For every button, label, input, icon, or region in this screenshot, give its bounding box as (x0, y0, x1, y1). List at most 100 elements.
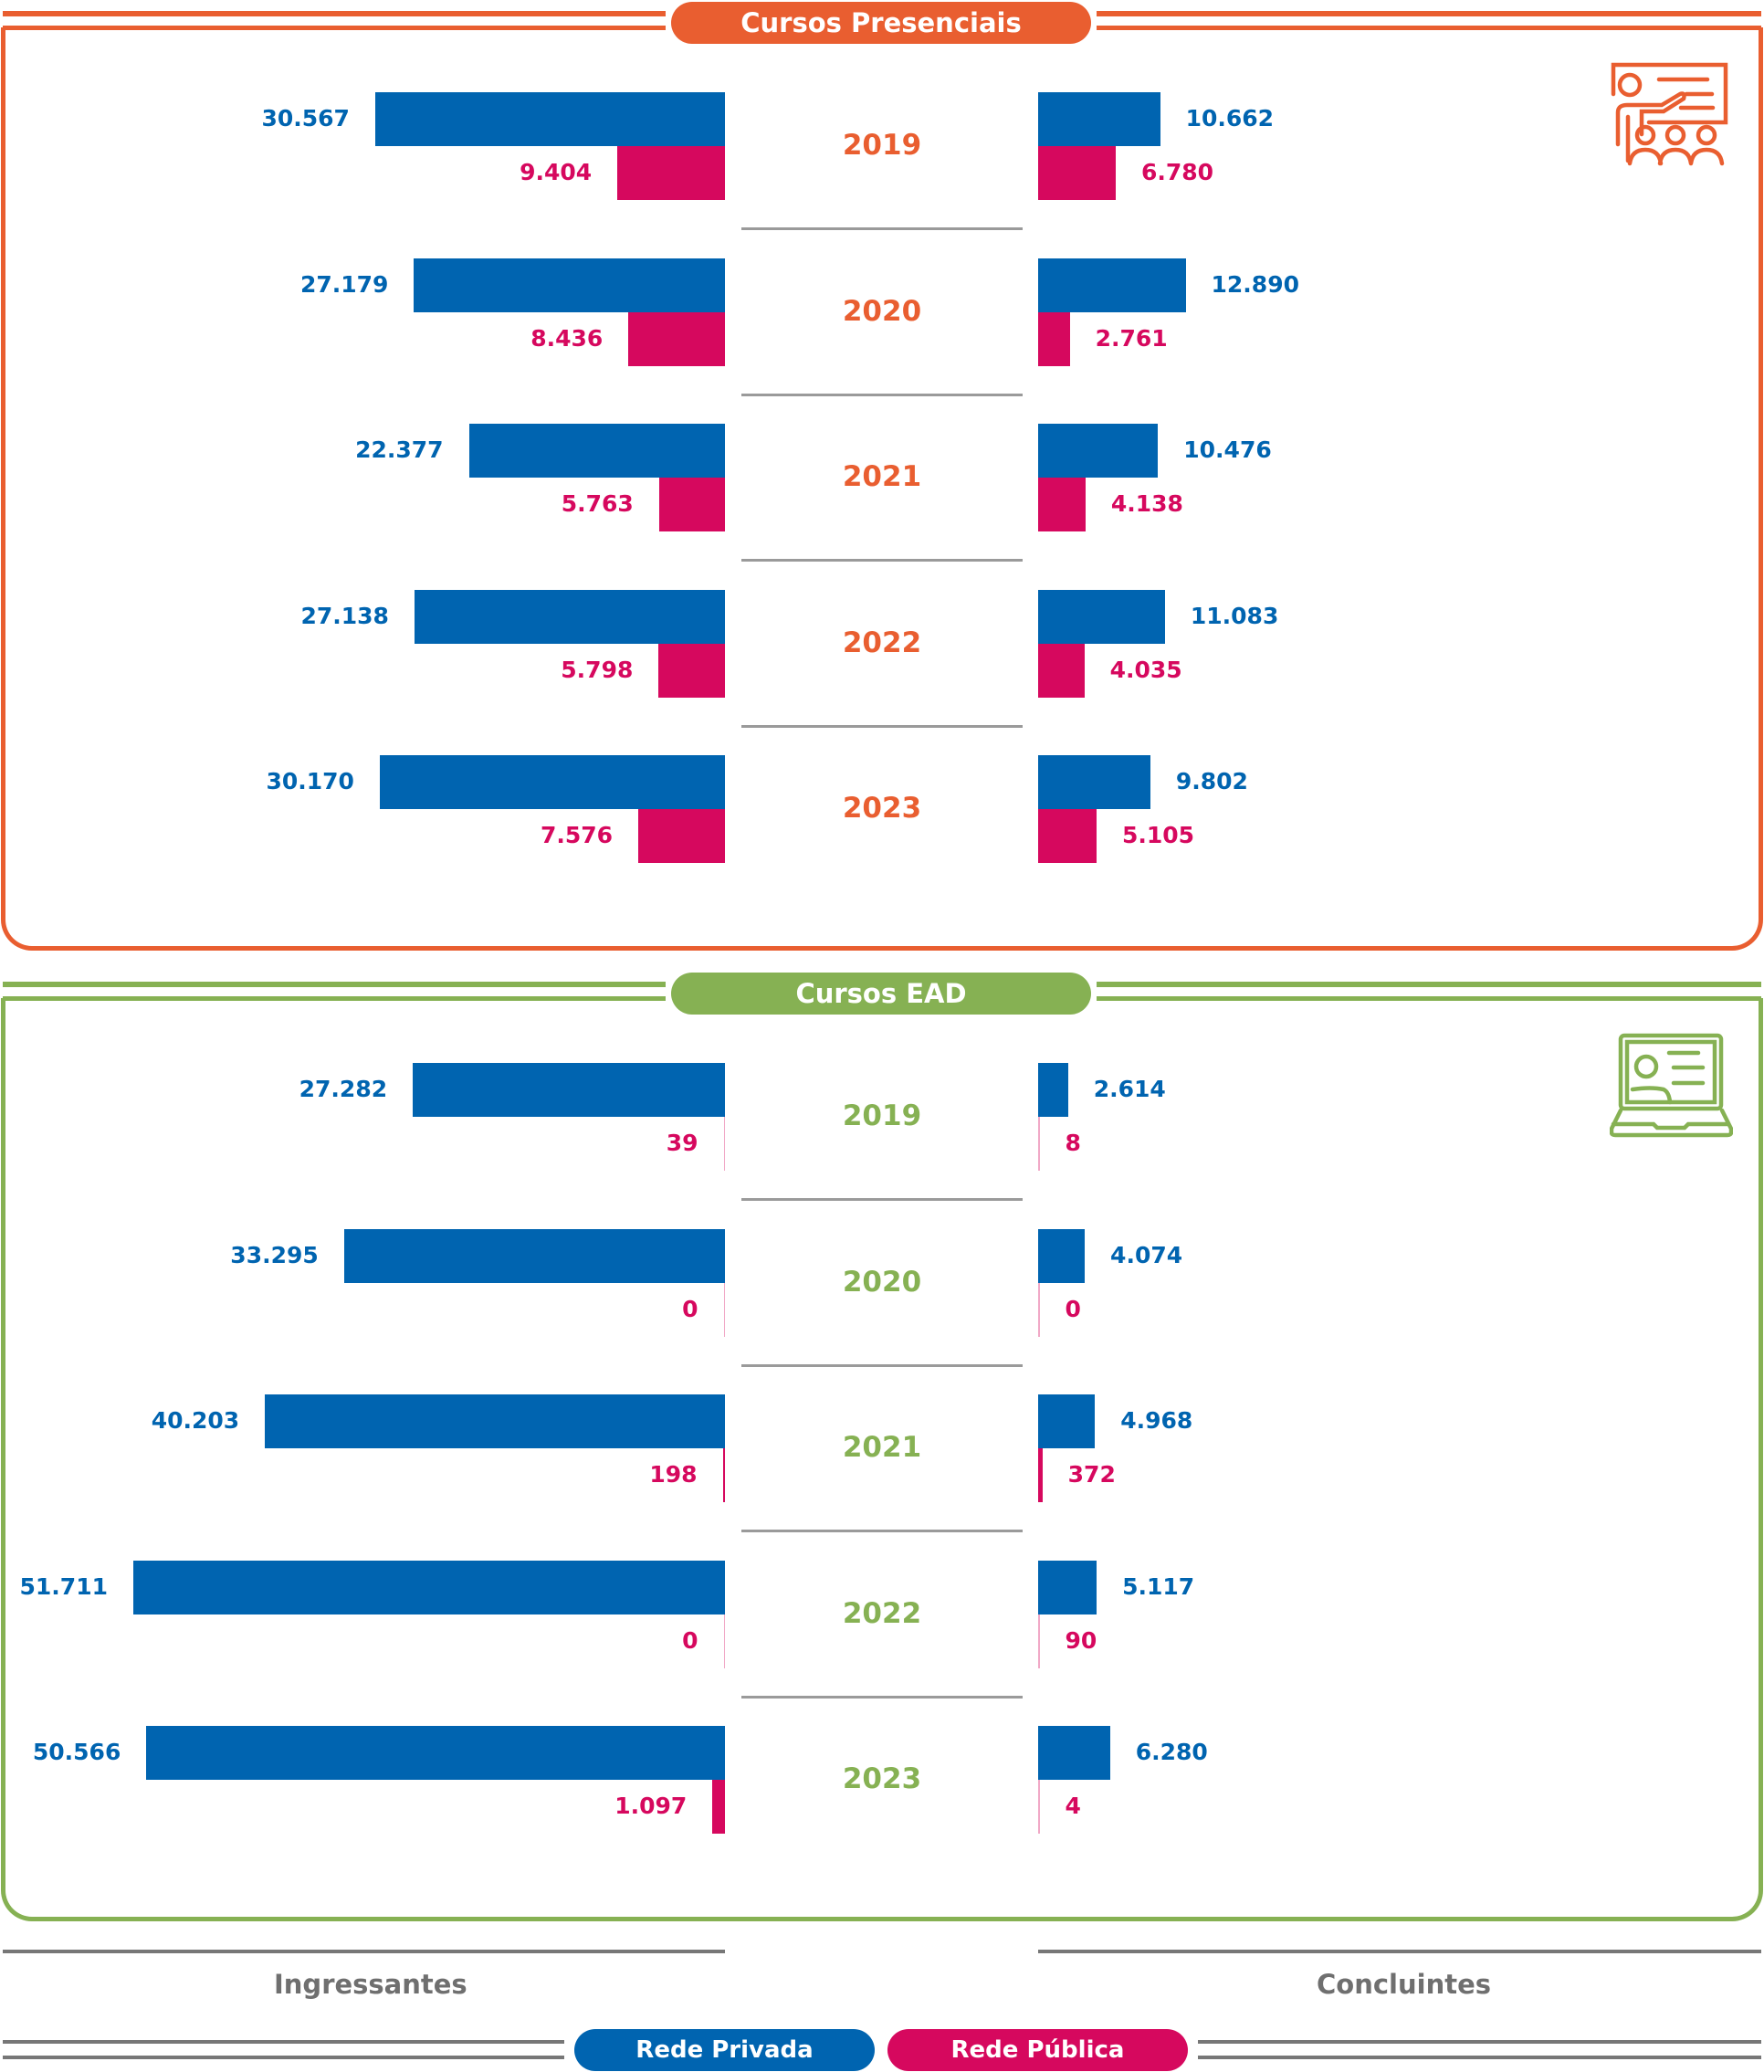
bar-ingressantes-privada (133, 1560, 725, 1614)
year-label: 2021 (842, 1431, 922, 1465)
bar-ingressantes-publica (712, 1780, 725, 1835)
bar-concluintes-privada (1038, 424, 1159, 479)
bar-concluintes-publica (1038, 1614, 1040, 1668)
label-concluintes-privada: 4.074 (1110, 1241, 1183, 1268)
presencial-header-line (3, 11, 666, 16)
bar-ingressantes-privada (414, 589, 725, 644)
axis-line-right (1038, 1950, 1761, 1953)
bar-ingressantes-privada (374, 92, 725, 146)
label-concluintes-privada: 4.968 (1120, 1407, 1193, 1435)
label-concluintes-privada: 10.476 (1183, 436, 1272, 464)
label-concluintes-privada: 11.083 (1190, 602, 1279, 629)
bar-ingressantes-publica (638, 809, 725, 864)
label-concluintes-publica: 8 (1065, 1130, 1081, 1156)
year-label: 2022 (842, 1596, 922, 1630)
label-ingressantes-publica: 39 (666, 1130, 698, 1156)
legend-line (3, 2040, 564, 2044)
label-concluintes-publica: 372 (1067, 1461, 1116, 1488)
label-ingressantes-privada: 22.377 (355, 436, 444, 464)
axis-label-concluintes: Concluintes (1317, 1969, 1492, 2000)
label-ingressantes-privada: 33.295 (230, 1241, 319, 1268)
legend-line (3, 2056, 564, 2059)
label-concluintes-privada: 5.117 (1122, 1572, 1195, 1600)
bar-concluintes-publica (1038, 1780, 1040, 1835)
bar-ingressantes-publica (723, 1282, 725, 1337)
row-separator (741, 1198, 1023, 1201)
ead-header-line (3, 996, 666, 1001)
bar-ingressantes-privada (379, 755, 725, 810)
bar-concluintes-publica (1038, 478, 1086, 532)
bar-concluintes-publica (1038, 1117, 1040, 1171)
bar-concluintes-privada (1038, 755, 1150, 810)
label-ingressantes-privada: 51.711 (19, 1572, 108, 1600)
row-separator (741, 1695, 1023, 1699)
label-concluintes-privada: 10.662 (1185, 105, 1275, 131)
row-separator (741, 1530, 1023, 1533)
label-ingressantes-publica: 0 (682, 1295, 698, 1322)
label-concluintes-publica: 6.780 (1140, 159, 1214, 185)
laptop-video-user-icon (1609, 1033, 1734, 1141)
bar-ingressantes-privada (414, 258, 725, 312)
ead-header-line (3, 982, 666, 987)
label-concluintes-publica: 2.761 (1095, 324, 1168, 352)
label-concluintes-publica: 5.105 (1121, 822, 1195, 849)
bar-concluintes-privada (1038, 589, 1165, 644)
label-ingressantes-publica: 198 (649, 1461, 698, 1488)
label-ingressantes-privada: 27.179 (299, 270, 389, 298)
bar-ingressantes-publica (658, 643, 725, 698)
label-concluintes-privada: 2.614 (1093, 1076, 1166, 1102)
classroom-presentation-icon (1610, 62, 1728, 171)
label-ingressantes-privada: 30.170 (266, 768, 354, 795)
bar-concluintes-publica (1038, 146, 1116, 200)
axis-label-ingressantes: Ingressantes (274, 1969, 467, 2000)
label-concluintes-publica: 0 (1065, 1295, 1081, 1322)
bar-ingressantes-privada (468, 424, 725, 479)
row-separator (741, 393, 1023, 396)
legend-line (1198, 2040, 1761, 2044)
presencial-header-line (3, 26, 666, 30)
bar-concluintes-publica (1038, 1282, 1040, 1337)
bar-concluintes-privada (1038, 92, 1160, 146)
label-ingressantes-publica: 9.404 (520, 159, 593, 185)
ead-header-line (1097, 996, 1761, 1001)
label-ingressantes-privada: 40.203 (151, 1407, 240, 1435)
bar-concluintes-publica (1038, 1448, 1043, 1503)
label-concluintes-publica: 4.138 (1110, 490, 1183, 518)
presencial-header-line (1097, 26, 1761, 30)
bar-ingressantes-privada (343, 1228, 725, 1283)
label-concluintes-privada: 9.802 (1175, 768, 1248, 795)
row-separator (741, 559, 1023, 563)
bar-concluintes-publica (1038, 643, 1085, 698)
legend-line (1198, 2056, 1761, 2059)
bar-ingressantes-privada (146, 1726, 725, 1781)
bar-ingressantes-publica (723, 1614, 725, 1668)
label-ingressantes-privada: 50.566 (32, 1739, 121, 1766)
year-label: 2023 (842, 792, 922, 826)
bar-ingressantes-publica (628, 311, 725, 366)
label-concluintes-publica: 4.035 (1109, 656, 1182, 683)
year-label: 2022 (842, 626, 922, 659)
year-label: 2020 (842, 1265, 922, 1299)
ead-panel-frame (1, 998, 1763, 1921)
bar-concluintes-privada (1038, 1228, 1086, 1283)
label-concluintes-privada: 12.890 (1211, 270, 1299, 298)
label-ingressantes-privada: 27.282 (299, 1076, 388, 1102)
presencial-title: Cursos Presenciais (671, 2, 1091, 44)
row-separator (741, 1363, 1023, 1367)
label-ingressantes-privada: 27.138 (300, 602, 389, 629)
label-concluintes-privada: 6.280 (1135, 1739, 1208, 1766)
ead-title: Cursos EAD (671, 973, 1091, 1015)
label-concluintes-publica: 90 (1065, 1626, 1097, 1654)
label-ingressantes-publica: 5.763 (561, 490, 634, 518)
bar-concluintes-publica (1038, 311, 1070, 366)
year-label: 2019 (842, 129, 922, 162)
presencial-panel-frame (1, 27, 1763, 951)
axis-line-left (3, 1950, 725, 1953)
bar-concluintes-publica (1038, 809, 1097, 864)
bar-ingressantes-privada (413, 1063, 725, 1117)
year-label: 2020 (842, 294, 922, 328)
bar-concluintes-privada (1038, 1560, 1097, 1614)
bar-ingressantes-publica (658, 478, 725, 532)
label-ingressantes-publica: 5.798 (561, 656, 634, 683)
bar-ingressantes-privada (265, 1394, 725, 1449)
